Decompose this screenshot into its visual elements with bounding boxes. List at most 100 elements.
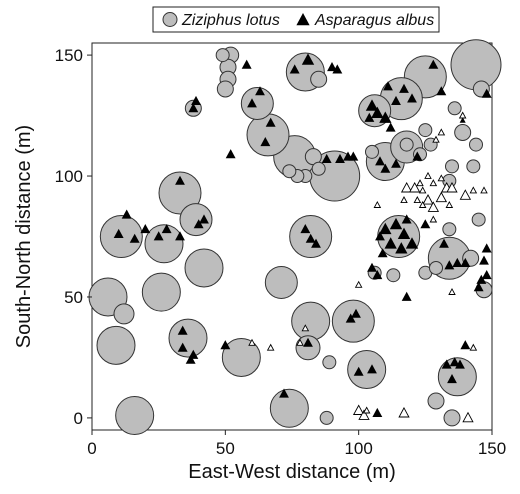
asparagus-point [348,151,359,161]
asparagus-point [444,260,455,270]
open-triangle-point [424,171,432,179]
open-triangle-point [418,186,427,194]
open-triangle-point [400,196,408,204]
asparagus-point [397,227,411,239]
ziziphus-point [240,86,274,120]
plot-frame [91,42,493,431]
asparagus-point [289,64,300,74]
asparagus-point [129,233,140,243]
asparagus-point [279,388,289,398]
asparagus-point [177,342,188,352]
asparagus-point [199,214,209,224]
asparagus-point [303,337,313,347]
asparagus-point [140,224,151,234]
open-triangle-point [352,404,365,415]
ziziphus-point [471,212,486,227]
asparagus-point [260,137,271,147]
open-triangle-point [437,174,446,182]
ziziphus-point [466,159,481,174]
asparagus-point [372,270,383,280]
asparagus-point [391,95,401,105]
ziziphus-point [179,203,213,237]
open-triangle-marks [248,111,488,423]
open-triangle-point [458,111,467,119]
ziziphus-point [216,80,234,98]
asparagus-point [449,357,460,367]
x-tick-label: 100 [344,439,372,458]
asparagus-point [481,243,492,253]
ziziphus-point [115,395,155,435]
open-triangle-point [398,406,410,418]
ziziphus-point [311,161,326,176]
y-tick-label: 150 [55,46,83,65]
asparagus-point [188,103,199,113]
asparagus-point [385,122,396,132]
open-triangle-point [416,179,424,187]
asparagus-point [375,156,385,166]
asparagus-point [372,407,383,417]
open-triangle-point [418,200,427,208]
y-axis-label: South-North distance (m) [13,125,35,348]
open-triangle-point [422,194,434,205]
y-tick-label: 100 [55,167,83,186]
ziziphus-point [447,101,462,116]
ziziphus-point [319,410,334,425]
asparagus-point [351,308,361,318]
asparagus-point [481,88,492,98]
asparagus-point [401,214,412,224]
open-triangle-point [462,411,474,423]
asparagus-point [452,257,463,267]
open-triangle-point [429,215,438,223]
asparagus-point [335,153,345,163]
x-tick-label: 150 [478,439,506,458]
asparagus-point [321,153,332,163]
asparagus-point [247,98,257,108]
asparagus-marks [113,53,492,417]
ziziphus-point [158,171,202,215]
asparagus-point [121,209,132,219]
ziziphus-point [282,164,297,179]
open-triangle-point [429,179,438,187]
ziziphus-point [322,355,337,370]
ziziphus-point [113,303,135,325]
asparagus-point [327,62,337,72]
open-triangle-point [427,201,440,212]
ziziphus-point [184,248,224,288]
asparagus-point [405,237,419,249]
open-triangle-point [435,191,448,203]
asparagus-point [384,237,397,249]
ziziphus-point [246,113,290,157]
asparagus-point [441,359,452,369]
asparagus-point [311,238,321,248]
asparagus-point [401,291,412,301]
asparagus-point [353,366,364,376]
open-triangle-point [358,409,370,420]
open-triangle-point [354,280,363,288]
ziziphus-point [215,48,230,63]
ziziphus-point [168,318,208,358]
asparagus-point [420,219,431,229]
ziziphus-point [96,325,136,365]
ziziphus-point [445,159,459,174]
legend-label-asparagus: Asparagus albus [314,12,434,29]
asparagus-point [364,112,375,122]
open-triangle-point [301,324,310,332]
asparagus-point [447,374,457,384]
open-triangle-point [248,338,256,346]
asparagus-point [241,59,252,69]
legend-label-ziziphus: Ziziphus lotus [181,12,280,29]
asparagus-point [473,282,484,292]
x-axis-label: East-West distance (m) [188,461,395,483]
open-triangle-point [373,200,382,208]
open-triangle-point [296,338,304,346]
asparagus-point [476,274,487,284]
ziziphus-point [427,392,445,410]
asparagus-point [399,83,409,93]
open-triangle-point [413,196,422,204]
asparagus-point [265,117,276,127]
asparagus-point [191,95,201,105]
open-triangle-point [362,406,371,414]
asparagus-point [225,149,236,159]
